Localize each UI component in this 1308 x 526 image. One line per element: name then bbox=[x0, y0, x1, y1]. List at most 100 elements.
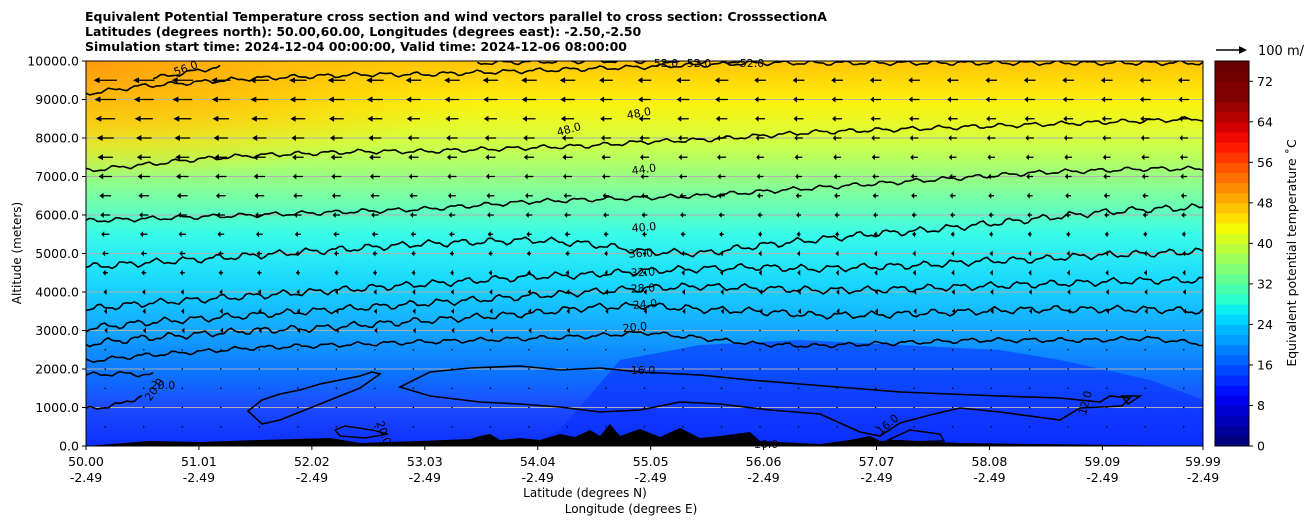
wind-vector-dot bbox=[1105, 329, 1108, 332]
wind-vector-head bbox=[640, 173, 644, 180]
wind-vector-head bbox=[1065, 192, 1069, 199]
wind-vector-head bbox=[947, 96, 952, 103]
wind-vector-head bbox=[951, 289, 955, 295]
wind-vector-head bbox=[410, 212, 414, 218]
wind-vector-dot bbox=[181, 348, 184, 351]
wind-vector-dot bbox=[566, 425, 569, 428]
wind-vector-dot bbox=[1105, 348, 1108, 351]
wind-vector-head bbox=[600, 115, 605, 122]
wind-vector-head bbox=[676, 77, 681, 84]
wind-vector-head bbox=[488, 269, 492, 276]
wind-vector-head bbox=[1102, 135, 1106, 141]
wind-vector-head bbox=[368, 135, 373, 141]
wind-vector-head bbox=[136, 154, 142, 161]
wind-vector-dot bbox=[913, 406, 915, 409]
wind-vector-head bbox=[405, 77, 412, 84]
wind-vector-head bbox=[213, 135, 219, 141]
contour-label: 20.0 bbox=[622, 320, 648, 335]
wind-vector-dot bbox=[528, 348, 530, 351]
wind-vector-dot bbox=[605, 348, 607, 351]
wind-vector-head bbox=[295, 269, 299, 276]
wind-vector-head bbox=[521, 77, 527, 84]
contour-label: 52.0 bbox=[687, 57, 712, 70]
contour-line bbox=[86, 394, 143, 410]
colorbar-band bbox=[1215, 152, 1249, 163]
wind-vector-dot bbox=[297, 406, 299, 409]
colorbar-band bbox=[1215, 223, 1249, 234]
wind-vector-head bbox=[832, 115, 836, 122]
colorbar-band bbox=[1215, 121, 1249, 133]
x-tick-label-lon: -2.49 bbox=[973, 470, 1005, 485]
wind-vector-head bbox=[178, 231, 182, 238]
wind-vector-head bbox=[910, 154, 914, 161]
wind-vector-dot bbox=[605, 329, 607, 332]
wind-vector-head bbox=[447, 173, 451, 180]
contour-line bbox=[86, 276, 1203, 333]
wind-vector-head bbox=[408, 173, 413, 180]
wind-vector-head bbox=[1180, 192, 1184, 199]
wind-vector-head bbox=[912, 269, 916, 276]
wind-vector-head bbox=[833, 173, 837, 180]
wind-vector-head bbox=[218, 269, 222, 276]
wind-vector-head bbox=[333, 231, 337, 238]
wind-vector-head bbox=[643, 289, 647, 295]
wind-vector-dot bbox=[258, 387, 261, 390]
wind-vector-head bbox=[988, 192, 992, 199]
wind-vector-head bbox=[329, 135, 335, 141]
wind-vector-dot bbox=[412, 425, 415, 428]
wind-vector-dot bbox=[528, 406, 530, 409]
wind-vector-dot bbox=[990, 368, 992, 370]
contour-label: 52.0 bbox=[654, 57, 679, 70]
wind-vector-head bbox=[1178, 96, 1183, 103]
wind-vector-head bbox=[604, 250, 608, 257]
wind-vector-dot bbox=[1144, 406, 1147, 409]
wind-vector-head bbox=[603, 231, 607, 238]
wind-vector-dot bbox=[720, 387, 723, 390]
wind-vector-head bbox=[639, 135, 644, 141]
wind-vector-head bbox=[133, 96, 140, 103]
wind-vector-head bbox=[1141, 173, 1145, 180]
wind-vector-dot bbox=[566, 348, 569, 351]
wind-vector-dot bbox=[258, 368, 261, 370]
contour-line bbox=[86, 247, 1203, 312]
wind-vector-head bbox=[911, 192, 915, 199]
colorbar: 0 8 16 24 32 40 48 56 64 72 bbox=[1214, 60, 1273, 454]
wind-vector-dot bbox=[335, 406, 338, 409]
wind-vector-head bbox=[371, 212, 375, 218]
wind-vector-dot bbox=[374, 387, 376, 390]
colorbar-band bbox=[1215, 111, 1249, 123]
quiver-key-arrow-head bbox=[1239, 46, 1247, 54]
wind-vector-head bbox=[951, 269, 955, 276]
wind-vector-dot bbox=[258, 406, 261, 409]
wind-vector-dot bbox=[874, 387, 877, 390]
wind-vector-head bbox=[946, 77, 951, 84]
wind-vector-head bbox=[948, 135, 952, 141]
wind-vector-head bbox=[255, 212, 259, 218]
wind-vector-head bbox=[367, 115, 373, 122]
wind-vector-head bbox=[638, 115, 643, 122]
wind-vector-head bbox=[525, 212, 529, 218]
quiver-key: 100 m/ bbox=[1216, 44, 1305, 59]
cold-region bbox=[520, 340, 1203, 446]
wind-vector-head bbox=[986, 115, 990, 122]
wind-vector-head bbox=[448, 192, 452, 199]
y-tick-label: 8000.0 bbox=[35, 131, 79, 146]
wind-vector-dot bbox=[1144, 329, 1147, 332]
wind-vector-head bbox=[1062, 96, 1067, 103]
wind-vector-head bbox=[142, 327, 146, 334]
y-tick-label: 6000.0 bbox=[35, 208, 79, 223]
wind-vector-dot bbox=[258, 348, 261, 351]
wind-vector-head bbox=[256, 250, 260, 257]
wind-vector-head bbox=[1026, 173, 1030, 180]
contour-label: 52.0 bbox=[740, 57, 765, 70]
wind-vector-head bbox=[171, 77, 178, 84]
wind-vector-head bbox=[257, 269, 261, 276]
x-tick-label-lon: -2.49 bbox=[634, 470, 666, 485]
contour-line-12 bbox=[1120, 395, 1143, 406]
wind-vector-dot bbox=[104, 348, 107, 351]
wind-vector-head bbox=[874, 308, 878, 315]
colorbar-band bbox=[1215, 263, 1249, 275]
colorbar-band bbox=[1215, 243, 1249, 254]
wind-vector-head bbox=[450, 269, 454, 276]
wind-vector-head bbox=[373, 289, 377, 295]
